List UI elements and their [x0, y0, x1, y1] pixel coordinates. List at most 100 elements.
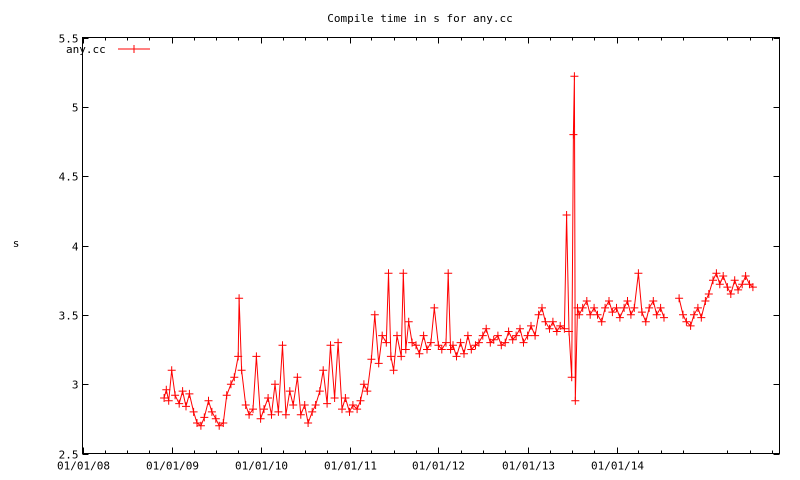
data-point-marker: [378, 331, 387, 340]
chart-title: Compile time in s for any.cc: [327, 12, 512, 25]
data-point-marker: [356, 396, 365, 405]
data-point-marker: [281, 410, 290, 419]
data-point-marker: [704, 290, 713, 298]
legend-marker-any-cc: [130, 45, 138, 53]
data-point-marker: [693, 303, 702, 312]
data-point-marker: [219, 419, 228, 427]
data-point-marker: [649, 297, 658, 305]
data-point-marker: [679, 310, 687, 319]
data-point-marker: [304, 419, 313, 427]
x-tick-label: 01/01/11: [324, 460, 377, 473]
data-point-marker: [289, 401, 298, 409]
data-point-marker: [252, 352, 261, 361]
y-tick-label: 2.5: [59, 449, 79, 462]
data-point-marker: [715, 280, 724, 289]
data-point-marker: [582, 297, 591, 305]
data-point-marker: [359, 380, 368, 389]
data-point-marker: [645, 303, 654, 312]
data-point-marker: [399, 269, 408, 278]
series-layer: [160, 72, 757, 430]
data-point-marker: [412, 341, 420, 350]
data-point-marker: [527, 321, 535, 330]
data-point-marker: [264, 394, 273, 402]
data-point-marker: [178, 387, 187, 396]
data-point-marker: [463, 331, 472, 340]
data-point-marker: [556, 321, 565, 330]
data-point-marker: [397, 352, 406, 361]
data-point-marker: [660, 313, 668, 322]
data-point-marker: [330, 394, 339, 402]
data-point-marker: [296, 410, 305, 419]
data-point-marker: [423, 345, 431, 354]
axis-ticks: [82, 37, 780, 455]
data-point-marker: [605, 297, 613, 305]
data-point-marker: [519, 338, 528, 347]
data-point-marker: [508, 335, 517, 344]
data-point-marker: [449, 341, 457, 350]
data-point-marker: [345, 407, 354, 416]
data-point-marker: [338, 405, 346, 414]
data-point-marker: [548, 317, 557, 326]
data-point-marker: [656, 303, 665, 312]
data-point-marker: [334, 338, 343, 347]
data-point-marker: [538, 303, 546, 312]
data-point-marker: [278, 341, 287, 350]
data-point-marker: [623, 297, 632, 305]
data-point-marker: [608, 308, 617, 317]
data-point-marker: [730, 276, 739, 285]
x-tick-label: 01/01/12: [412, 460, 465, 473]
data-point-marker: [545, 324, 554, 333]
data-point-marker: [196, 421, 205, 430]
data-point-marker: [245, 410, 254, 419]
data-point-marker: [612, 303, 621, 312]
data-point-marker: [370, 310, 379, 319]
data-point-marker: [374, 359, 383, 368]
data-point-marker: [367, 355, 376, 364]
data-point-marker: [323, 399, 332, 408]
data-point-marker: [456, 338, 465, 347]
legend: any.cc: [66, 43, 150, 56]
data-point-marker: [235, 294, 244, 303]
data-point-marker: [641, 317, 650, 326]
data-point-marker: [467, 345, 476, 354]
data-point-marker: [226, 380, 235, 389]
data-point-marker: [249, 405, 257, 414]
data-point-marker: [293, 373, 302, 382]
data-point-marker: [437, 345, 446, 354]
y-tick-label: 5: [72, 102, 79, 115]
data-point-marker: [185, 389, 194, 398]
x-tick-label: 01/01/14: [591, 460, 644, 473]
data-point-marker: [682, 317, 691, 326]
data-point-marker: [738, 280, 747, 289]
x-tick-label: 01/01/13: [502, 460, 555, 473]
data-point-marker: [697, 313, 706, 322]
data-point-marker: [690, 310, 698, 319]
data-point-marker: [575, 310, 584, 319]
data-point-marker: [489, 335, 498, 344]
data-point-marker: [426, 338, 435, 347]
y-tick-label: 5.5: [59, 33, 79, 46]
data-point-marker: [215, 421, 224, 430]
data-point-marker: [300, 401, 309, 409]
data-point-marker: [567, 373, 576, 382]
data-point-marker: [207, 407, 216, 416]
data-point-marker: [162, 385, 171, 394]
legend-label-any-cc: any.cc: [66, 43, 106, 56]
data-point-marker: [565, 327, 573, 336]
data-point-marker: [171, 391, 180, 400]
data-point-marker: [234, 352, 243, 361]
y-tick-label: 4.5: [59, 171, 79, 184]
data-point-marker: [175, 399, 184, 408]
data-point-marker: [460, 349, 468, 358]
data-point-marker: [241, 401, 250, 409]
data-point-marker: [590, 303, 599, 312]
data-point-marker: [534, 310, 543, 319]
data-point-marker: [493, 331, 502, 340]
data-point-marker: [271, 380, 279, 389]
data-point-marker: [446, 345, 455, 354]
data-point-marker: [675, 294, 684, 303]
data-point-marker: [531, 331, 540, 340]
data-point-marker: [482, 324, 491, 333]
data-point-marker: [341, 394, 350, 402]
data-point-marker: [601, 303, 610, 312]
